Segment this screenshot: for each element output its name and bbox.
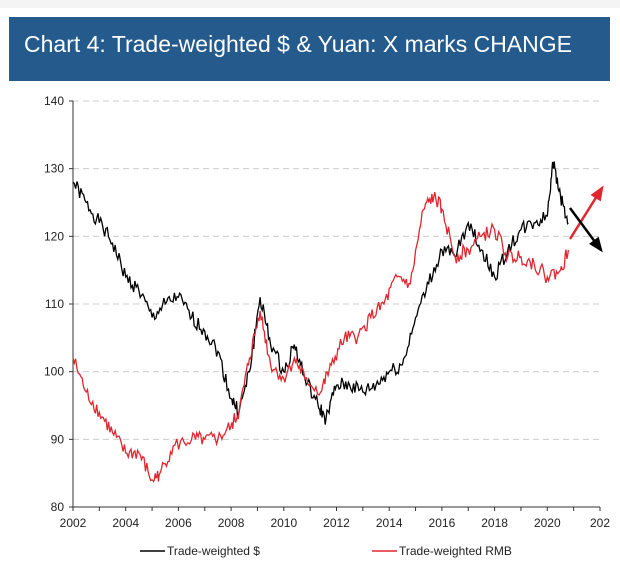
- legend-label-dollar: Trade-weighted $: [167, 544, 260, 558]
- arrow-down-black-head: [589, 236, 603, 253]
- x-tick-label: 2014: [376, 516, 403, 530]
- chart-title: Chart 4: Trade-weighted $ & Yuan: X mark…: [24, 31, 572, 57]
- title-banner: Chart 4: Trade-weighted $ & Yuan: X mark…: [9, 17, 610, 81]
- x-tick-label: 2020: [534, 516, 561, 530]
- series-line-rmb: [72, 191, 570, 483]
- arrow-up-red-head: [590, 185, 604, 202]
- y-tick-label: 130: [44, 162, 64, 176]
- series-line-dollar: [72, 161, 569, 425]
- y-tick-label: 100: [44, 365, 64, 379]
- legend: Trade-weighted $ Trade-weighted RMB: [140, 544, 512, 558]
- x-tick-label: 2008: [218, 516, 245, 530]
- y-tick-label: 140: [44, 94, 64, 108]
- x-tick-label: 2002: [60, 516, 87, 530]
- y-tick-label: 80: [51, 500, 65, 514]
- x-tick-label: 2012: [323, 516, 350, 530]
- legend-label-rmb: Trade-weighted RMB: [399, 544, 512, 558]
- top-strip: [0, 0, 620, 8]
- y-tick-label: 110: [45, 297, 64, 311]
- x-tick-label: 202: [590, 516, 610, 530]
- y-tick-label: 90: [51, 432, 65, 446]
- x-tick-label: 2004: [112, 516, 139, 530]
- x-tick-label: 2010: [270, 516, 297, 530]
- x-tick-label: 2018: [481, 516, 508, 530]
- y-tick-label: 120: [44, 229, 64, 243]
- x-tick-label: 2006: [165, 516, 192, 530]
- x-tick-label: 2016: [429, 516, 456, 530]
